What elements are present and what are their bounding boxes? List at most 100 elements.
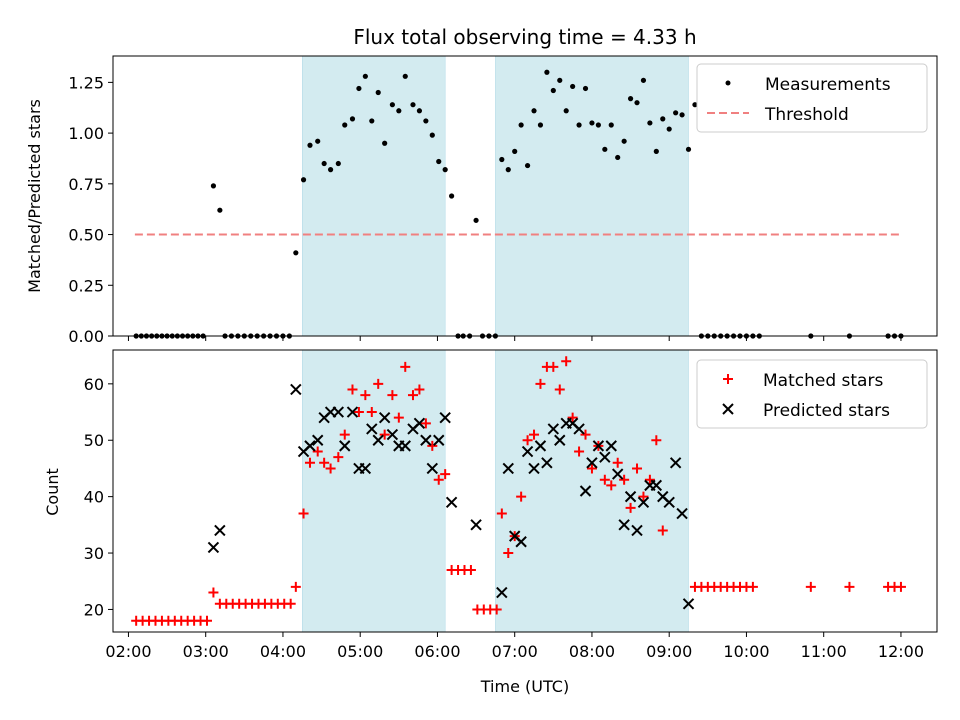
matched-star-point [298, 508, 309, 519]
matched-star-point [407, 390, 418, 401]
predicted-star-point [515, 536, 527, 548]
predicted-star-point [599, 451, 611, 463]
measurement-point [356, 85, 362, 92]
predicted-star-point [554, 434, 566, 446]
y-tick-label: 0.50 [68, 226, 104, 245]
legend-label-threshold: Threshold [764, 105, 849, 125]
x-tick-label: 06:00 [414, 642, 460, 661]
matched-star-point [339, 429, 350, 440]
predicted-star-point [663, 496, 675, 508]
predicted-star-point [618, 519, 630, 531]
y-tick-label: 0.00 [68, 327, 104, 346]
measurement-point [595, 122, 601, 128]
shaded-span-1 [495, 349, 689, 633]
matched-star-point [632, 463, 643, 474]
measurement-point [608, 122, 614, 128]
matched-star-point [325, 463, 336, 474]
axes: 0.00 0.25 0.50 0.75 1.00 1.25 [68, 73, 902, 346]
measurement-point [660, 116, 666, 122]
matched-star-point [586, 463, 597, 474]
predicted-star-point [650, 479, 663, 492]
matched-star-point [574, 446, 585, 457]
ratio-panel: Flux total observing time = 4.33 h Match… [25, 25, 938, 346]
x-tick-label: 07:00 [492, 642, 538, 661]
y-axis-label: Count [43, 468, 62, 516]
y-tick-label: 60 [84, 375, 104, 394]
measurement-point [518, 122, 524, 128]
measurement-point [570, 83, 576, 90]
matched-star-point [625, 502, 636, 513]
shaded-spans [302, 349, 689, 633]
y-tick-label: 50 [84, 431, 104, 450]
matched-star-point [535, 378, 546, 389]
matched-star-point [657, 525, 668, 536]
predicted-star-point [214, 524, 226, 537]
matched-star-point [433, 474, 444, 485]
measurement-point [602, 146, 608, 152]
x-tick-label: 09:00 [646, 642, 692, 661]
x-tick-label: 12:00 [878, 642, 924, 661]
predicted-star-point [592, 440, 605, 452]
predicted-star-point [420, 434, 432, 446]
measurement-point [389, 102, 395, 108]
measurement-point [307, 142, 313, 148]
predicted-star-point [378, 411, 391, 424]
measurement-point [499, 156, 505, 163]
predicted-star-point [611, 468, 624, 480]
x-tick-label: 08:00 [569, 642, 615, 661]
shaded-spans [302, 55, 689, 337]
matched-star-point [548, 361, 559, 372]
matched-star-point [606, 480, 617, 491]
measurement-point [382, 140, 388, 146]
matched-star-point [333, 452, 344, 463]
x-tick-label: 03:00 [183, 642, 229, 661]
shaded-span-1 [495, 55, 689, 337]
y-tick-label: 40 [84, 488, 104, 507]
measurement-point [563, 108, 569, 114]
legend-box [696, 359, 928, 429]
measurement-point [429, 132, 435, 138]
measurement-point [369, 118, 375, 124]
measurement-point [315, 138, 321, 144]
y-tick-label: 0.75 [68, 175, 104, 194]
predicted-star-point [346, 406, 359, 418]
measurement-point [473, 217, 479, 223]
matched-star-point [651, 435, 662, 446]
y-tick-label: 30 [84, 544, 104, 563]
measurement-point [342, 122, 348, 128]
predicted-star-point [676, 507, 688, 520]
matched-star-point [427, 440, 438, 451]
predicted-star-point [359, 462, 372, 475]
predicted-star-point [547, 423, 560, 435]
measurement-point [647, 120, 653, 126]
matched-star-point [529, 429, 540, 440]
predicted-star-point [624, 490, 637, 503]
y-tick-label: 1.00 [68, 124, 104, 143]
x-tick-label: 10:00 [723, 642, 769, 661]
matched-star-point [844, 581, 855, 592]
matched-star-point [400, 361, 411, 372]
predicted-star-point [290, 383, 302, 396]
predicted-star-point [637, 496, 650, 508]
measurement-point [627, 96, 634, 102]
matched-star-point [496, 508, 507, 519]
matched-star-point [304, 457, 315, 468]
matched-star-point [290, 581, 301, 592]
measurement-point [576, 122, 582, 128]
matched-star-point [201, 615, 212, 626]
measurement-point [416, 108, 423, 114]
predicted-star-point [439, 411, 451, 424]
legend-label-measurements: Measurements [765, 75, 891, 95]
predicted-star-point [579, 485, 592, 497]
legend-marker-measurements [725, 80, 731, 86]
count-points [131, 356, 906, 626]
predicted-star-point [399, 440, 411, 452]
matched-star-point [420, 418, 431, 429]
measurement-point [512, 148, 518, 154]
predicted-star-point [445, 496, 458, 508]
measurement-point [582, 85, 589, 92]
shaded-span-0 [302, 55, 446, 337]
matched-star-point [619, 474, 630, 485]
measurement-point [217, 207, 223, 213]
y-axis-label: Matched/Predicted stars [25, 99, 44, 293]
